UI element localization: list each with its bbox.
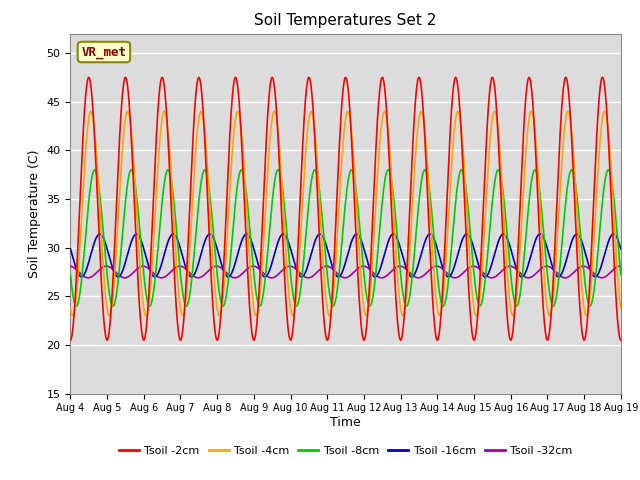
Title: Soil Temperatures Set 2: Soil Temperatures Set 2 <box>255 13 436 28</box>
Y-axis label: Soil Temperature (C): Soil Temperature (C) <box>28 149 41 278</box>
Legend: Tsoil -2cm, Tsoil -4cm, Tsoil -8cm, Tsoil -16cm, Tsoil -32cm: Tsoil -2cm, Tsoil -4cm, Tsoil -8cm, Tsoi… <box>115 441 577 460</box>
X-axis label: Time: Time <box>330 416 361 429</box>
Text: VR_met: VR_met <box>81 46 127 59</box>
